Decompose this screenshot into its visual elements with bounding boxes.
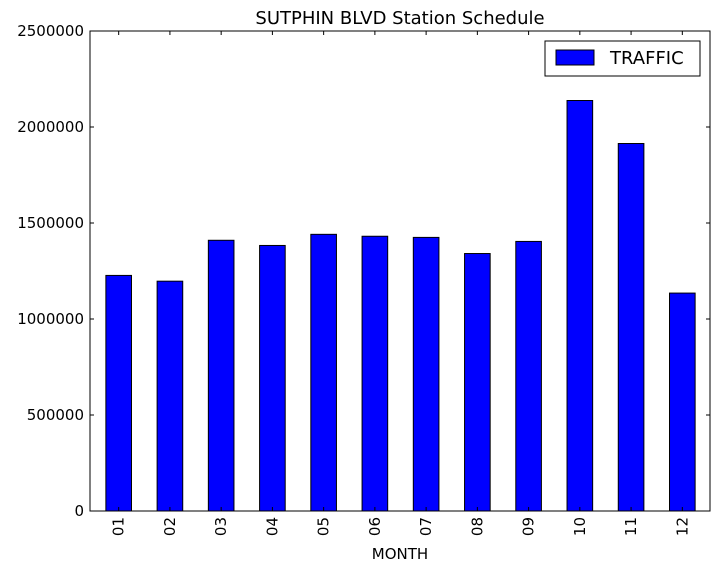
y-tick-label: 500000 bbox=[27, 406, 84, 424]
bar-03 bbox=[207, 239, 235, 512]
bar-11 bbox=[617, 143, 645, 512]
legend-swatch bbox=[555, 49, 595, 66]
legend: TRAFFIC bbox=[544, 40, 701, 77]
bars-group bbox=[105, 100, 696, 512]
x-tick-label: 08 bbox=[468, 517, 486, 536]
x-tick-label: 05 bbox=[315, 517, 333, 536]
bar-04 bbox=[259, 244, 286, 512]
bar-12 bbox=[669, 292, 696, 512]
y-tick-label: 2500000 bbox=[17, 22, 84, 40]
x-tick-label: 06 bbox=[366, 517, 384, 536]
x-tick-label: 02 bbox=[161, 517, 179, 536]
bar-09 bbox=[515, 240, 542, 512]
x-tick-label: 03 bbox=[212, 517, 230, 536]
y-tick-label: 0 bbox=[74, 502, 84, 520]
bar-07 bbox=[412, 236, 440, 512]
bar-08 bbox=[464, 253, 491, 512]
bar-05 bbox=[310, 233, 337, 512]
plot-frame bbox=[89, 30, 711, 512]
bar-06 bbox=[361, 235, 389, 512]
x-tick-label: 07 bbox=[417, 517, 435, 536]
x-axis: 01 02 03 04 05 06 07 08 09 10 11 12 bbox=[110, 31, 691, 536]
x-tick-label: 04 bbox=[263, 517, 281, 536]
y-axis: 0 500000 1000000 1500000 2000000 2500000 bbox=[17, 22, 710, 520]
x-axis-label: MONTH bbox=[372, 545, 428, 563]
x-tick-label: 09 bbox=[520, 517, 538, 536]
x-tick-label: 10 bbox=[571, 517, 589, 536]
x-tick-label: 12 bbox=[673, 517, 691, 536]
x-tick-label: 11 bbox=[622, 517, 640, 536]
y-tick-label: 2000000 bbox=[17, 118, 84, 136]
bar-01 bbox=[105, 274, 132, 512]
legend-label: TRAFFIC bbox=[609, 48, 684, 69]
y-tick-label: 1500000 bbox=[17, 214, 84, 232]
x-tick-label: 01 bbox=[110, 517, 128, 536]
y-tick-label: 1000000 bbox=[17, 310, 84, 328]
bar-02 bbox=[156, 280, 184, 512]
bar-10 bbox=[566, 100, 594, 512]
chart-title: SUTPHIN BLVD Station Schedule bbox=[255, 8, 544, 29]
